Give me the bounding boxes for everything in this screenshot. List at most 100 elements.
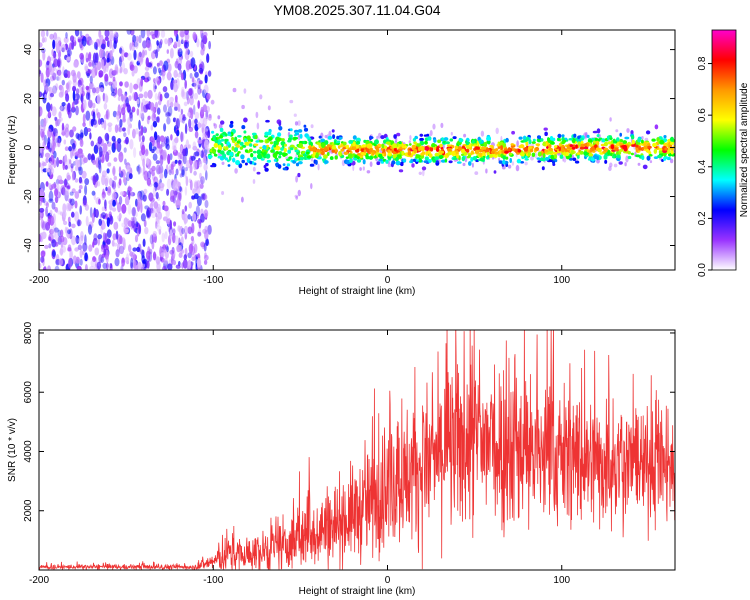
heat-cell-3098 <box>419 133 423 137</box>
heat-cell-1359 <box>67 244 72 252</box>
heat-cell-2474 <box>537 160 541 163</box>
heat-cell-662 <box>141 112 145 122</box>
heat-cell-1234 <box>126 171 131 182</box>
heat-cell-3092 <box>323 154 328 159</box>
heat-cell-1698 <box>255 111 259 119</box>
heat-cell-344 <box>84 204 89 211</box>
heat-cell-1444 <box>56 157 60 168</box>
heat-cell-2783 <box>220 120 225 125</box>
heat-cell-332 <box>168 169 172 176</box>
heat-cell-2574 <box>435 147 440 153</box>
heat-cell-1370 <box>180 72 184 81</box>
heat-cell-1650 <box>221 191 225 195</box>
heat-cell-592 <box>172 117 177 123</box>
heat-cell-2204 <box>630 135 635 140</box>
heat-cell-1436 <box>129 82 133 94</box>
heat-cell-1215 <box>74 211 79 223</box>
heat-cell-685 <box>49 209 53 216</box>
figure-title: YM08.2025.307.11.04.G04 <box>273 2 440 18</box>
heat-cell-3035 <box>545 157 550 161</box>
heat-cell-758 <box>52 250 56 257</box>
heat-cell-2850 <box>565 151 569 157</box>
heat-cell-1452 <box>114 140 118 150</box>
heat-cell-625 <box>95 174 100 181</box>
heat-cell-1027 <box>193 104 196 115</box>
heat-cell-1375 <box>101 121 105 129</box>
heat-cell-628 <box>199 179 204 185</box>
heat-cell-791 <box>61 79 65 86</box>
heat-cell-1285 <box>79 129 84 140</box>
heat-cell-815 <box>197 139 203 144</box>
heat-cell-1971 <box>616 151 619 156</box>
heat-cell-2687 <box>239 146 244 150</box>
heat-cell-1615 <box>256 122 260 130</box>
heat-cell-1455 <box>40 128 45 138</box>
heat-cell-473 <box>137 164 141 175</box>
heat-cell-952 <box>65 32 68 39</box>
heat-cell-1267 <box>111 192 117 200</box>
heat-cell-1296 <box>149 168 153 175</box>
heat-cell-1308 <box>85 85 90 91</box>
heat-cell-1472 <box>163 205 169 212</box>
heat-cell-1292 <box>169 96 175 103</box>
heat-cell-1482 <box>60 185 65 195</box>
heat-cell-989 <box>41 221 47 231</box>
heat-cell-1394 <box>92 175 97 186</box>
heat-cell-327 <box>39 234 42 243</box>
heat-cell-1377 <box>119 118 123 128</box>
heat-cell-1170 <box>121 257 125 267</box>
heat-cell-3087 <box>287 149 292 154</box>
snr-x-tick-label: 0 <box>385 575 391 586</box>
heat-cell-535 <box>70 35 75 42</box>
heat-cell-807 <box>66 70 71 79</box>
heat-cell-2701 <box>401 150 405 156</box>
heat-cell-958 <box>55 42 60 54</box>
heat-cell-2177 <box>286 158 291 162</box>
heat-cell-2993 <box>607 149 611 155</box>
heat-cell-2883 <box>505 156 509 160</box>
heat-cell-792 <box>65 93 70 102</box>
heat-cell-1200 <box>59 247 64 256</box>
heat-cell-1445 <box>64 178 68 188</box>
heat-cell-2602 <box>238 163 243 169</box>
heat-cell-540 <box>140 125 144 136</box>
heat-cell-1581 <box>641 136 644 140</box>
heat-cell-702 <box>193 93 199 100</box>
heat-cell-1268 <box>138 224 142 235</box>
heat-cell-1499 <box>93 65 97 73</box>
heat-cell-810 <box>142 40 147 49</box>
heat-cell-698 <box>39 106 43 117</box>
heat-cell-2352 <box>222 153 227 159</box>
heat-cell-1278 <box>146 260 150 269</box>
heat-cell-2940 <box>343 151 349 155</box>
heat-cell-1423 <box>105 110 109 120</box>
heat-cell-2792 <box>267 131 272 136</box>
heat-cell-258 <box>60 106 65 113</box>
heat-cell-1490 <box>173 30 178 37</box>
heat-cell-1582 <box>328 130 332 137</box>
heat-cell-2724 <box>385 159 389 164</box>
heat-cell-3063 <box>597 149 601 153</box>
heat-cell-1294 <box>121 222 125 228</box>
heat-cell-1202 <box>156 62 160 67</box>
heat-cell-454 <box>200 39 204 50</box>
heat-cell-157 <box>129 111 133 119</box>
heat-cell-1339 <box>204 130 209 139</box>
heat-cell-1515 <box>515 164 520 172</box>
spectrogram-x-axis-label: Height of straight line (km) <box>299 286 416 297</box>
heat-cell-837 <box>118 166 122 174</box>
heat-cell-436 <box>200 48 205 56</box>
heat-cell-481 <box>53 127 58 137</box>
heat-cell-2991 <box>362 159 366 165</box>
heat-cell-2422 <box>653 156 659 160</box>
heat-cell-3001 <box>538 135 541 140</box>
heat-cell-609 <box>121 203 127 214</box>
heat-cell-1192 <box>189 163 193 174</box>
heat-cell-1454 <box>174 159 178 164</box>
heat-cell-1526 <box>511 161 515 166</box>
heat-cell-1257 <box>75 88 80 95</box>
heat-cell-771 <box>156 225 162 232</box>
heat-cell-146 <box>57 138 61 148</box>
heat-cell-3119 <box>321 144 325 148</box>
heat-cell-1333 <box>71 101 75 112</box>
